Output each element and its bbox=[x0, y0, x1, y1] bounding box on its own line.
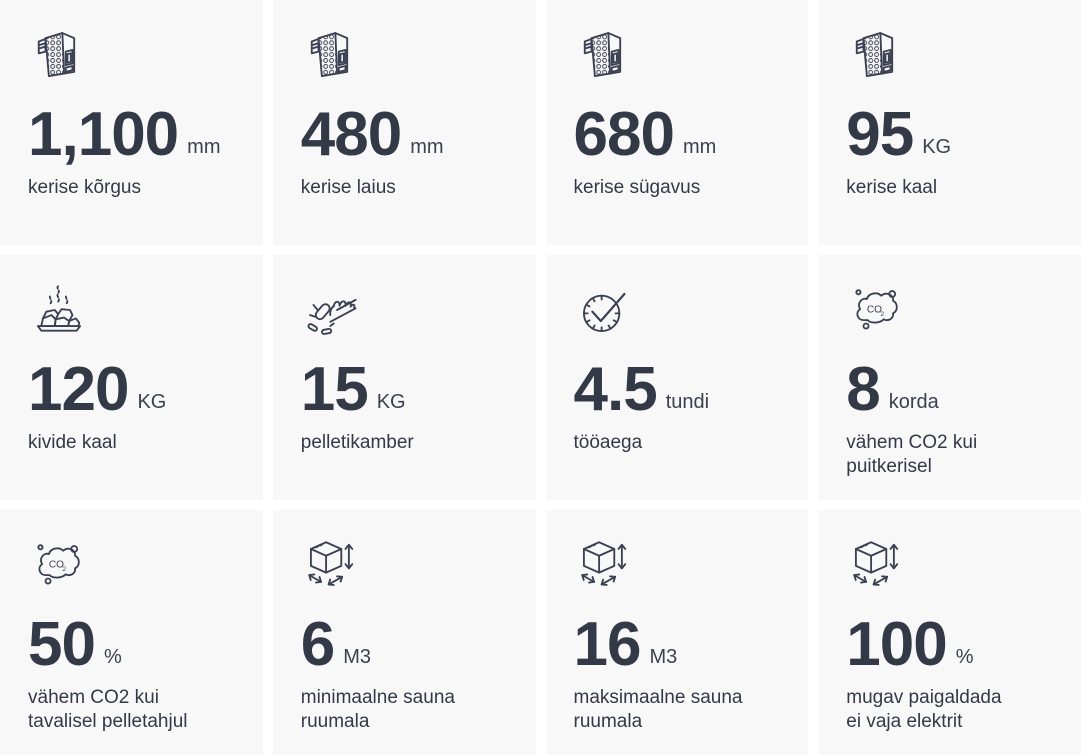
stat-value: 6 bbox=[300, 610, 335, 679]
stat-card-paigaldus: 100 % mugav paigaldada ei vaja elektrit bbox=[818, 510, 1081, 755]
stat-value-row: 120 KG bbox=[28, 359, 239, 421]
pellet-heater-icon bbox=[850, 28, 1057, 84]
stat-value-row: 680 mm bbox=[574, 104, 785, 166]
stat-label: mugav paigaldada ei vaja elektrit bbox=[846, 687, 1002, 732]
stat-value: 50 bbox=[28, 610, 96, 679]
stat-label: vähem CO2 kui tavalisel pelletahjul bbox=[28, 687, 188, 732]
stat-value: 8 bbox=[846, 355, 880, 424]
stat-value: 480 bbox=[300, 100, 402, 169]
stat-label: pelletikamber bbox=[300, 432, 414, 453]
stat-label: kivide kaal bbox=[28, 432, 117, 453]
pellet-heater-icon bbox=[32, 28, 239, 84]
stat-label: minimaalne sauna ruumala bbox=[300, 687, 455, 732]
clock-check-icon bbox=[578, 283, 785, 339]
stat-unit: M3 bbox=[343, 646, 372, 668]
stat-value-row: 1,100 mm bbox=[28, 104, 239, 166]
stat-value: 1,100 bbox=[28, 100, 179, 169]
stat-unit: KG bbox=[922, 136, 952, 158]
stat-label: vähem CO2 kui puitkerisel bbox=[846, 432, 978, 477]
pellets-hand-icon bbox=[305, 283, 512, 339]
stat-value-row: 6 M3 bbox=[301, 614, 512, 676]
stat-value: 15 bbox=[300, 355, 369, 424]
stat-unit: % bbox=[103, 646, 122, 668]
stat-label: kerise laius bbox=[300, 177, 396, 198]
stat-label: tööaega bbox=[573, 432, 643, 453]
stat-card-kerise-sugavus: 680 mm kerise sügavus bbox=[545, 0, 809, 245]
stat-card-tooaega: 4.5 tundi tööaega bbox=[545, 255, 809, 500]
stat-value: 4.5 bbox=[573, 355, 658, 424]
stat-value: 120 bbox=[28, 355, 129, 424]
stat-unit: mm bbox=[410, 136, 444, 158]
stat-value-row: 100 % bbox=[846, 614, 1057, 676]
stat-card-co2-pelletahjul: 50 % vähem CO2 kui tavalisel pelletahjul bbox=[0, 510, 263, 755]
stat-unit: % bbox=[955, 646, 974, 668]
co2-cloud-icon bbox=[32, 538, 239, 594]
stat-value-row: 4.5 tundi bbox=[574, 359, 785, 421]
stat-value-row: 8 korda bbox=[846, 359, 1057, 421]
co2-cloud-icon bbox=[850, 283, 1057, 339]
stat-unit: mm bbox=[682, 136, 717, 158]
stat-unit: mm bbox=[187, 136, 221, 158]
stat-card-co2-puitkerisel: 8 korda vähem CO2 kui puitkerisel bbox=[818, 255, 1081, 500]
stat-unit: tundi bbox=[665, 391, 710, 413]
stat-unit: M3 bbox=[649, 646, 678, 668]
stat-card-min-ruumala: 6 M3 minimaalne sauna ruumala bbox=[272, 510, 536, 755]
stat-label: kerise kõrgus bbox=[28, 177, 141, 198]
stat-value-row: 50 % bbox=[28, 614, 239, 676]
stat-value-row: 16 M3 bbox=[574, 614, 785, 676]
stat-unit: korda bbox=[888, 391, 939, 413]
stat-value: 16 bbox=[573, 610, 642, 679]
stat-label: kerise sügavus bbox=[573, 177, 701, 198]
stat-value-row: 480 mm bbox=[301, 104, 512, 166]
stat-card-kerise-laius: 480 mm kerise laius bbox=[272, 0, 536, 245]
stat-card-kerise-kaal: 95 KG kerise kaal bbox=[818, 0, 1081, 245]
sauna-stones-icon bbox=[32, 283, 239, 339]
cube-dimensions-icon bbox=[578, 538, 785, 594]
stat-label: maksimaalne sauna ruumala bbox=[573, 687, 743, 732]
stat-unit: KG bbox=[376, 391, 406, 413]
cube-dimensions-icon bbox=[850, 538, 1057, 594]
stat-value-row: 15 KG bbox=[301, 359, 512, 421]
stat-label: kerise kaal bbox=[846, 177, 938, 198]
stat-card-kivide-kaal: 120 KG kivide kaal bbox=[0, 255, 263, 500]
pellet-heater-icon bbox=[305, 28, 512, 84]
pellet-heater-icon bbox=[578, 28, 785, 84]
stat-value: 680 bbox=[573, 100, 675, 169]
stat-value: 95 bbox=[846, 100, 914, 169]
stat-card-kerise-korgus: 1,100 mm kerise kõrgus bbox=[0, 0, 263, 245]
stat-value-row: 95 KG bbox=[846, 104, 1057, 166]
stat-card-pelletikamber: 15 KG pelletikamber bbox=[272, 255, 536, 500]
stat-card-max-ruumala: 16 M3 maksimaalne sauna ruumala bbox=[545, 510, 809, 755]
stat-unit: KG bbox=[137, 391, 167, 413]
stat-value: 100 bbox=[846, 610, 947, 679]
cube-dimensions-icon bbox=[305, 538, 512, 594]
